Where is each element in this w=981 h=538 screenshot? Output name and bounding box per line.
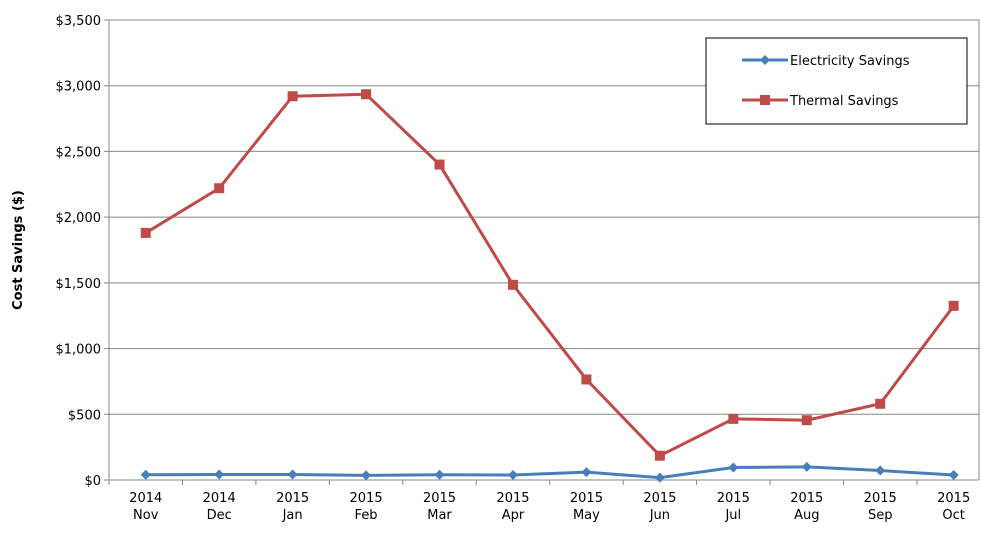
x-tick-label: 2015 [790, 491, 823, 506]
x-tick-label: Jun [649, 508, 670, 523]
x-tick-label: 2015 [643, 491, 676, 506]
point [287, 469, 298, 480]
point [581, 374, 592, 385]
point [654, 472, 665, 483]
point [287, 91, 298, 102]
y-axis-label: Cost Savings ($) [11, 190, 26, 310]
y-tick-label: $3,000 [56, 80, 102, 95]
x-tick-label: 2015 [864, 491, 897, 506]
point [728, 413, 739, 424]
point [214, 183, 225, 194]
point [434, 159, 445, 170]
point [654, 450, 665, 461]
x-tick-label: Nov [133, 508, 159, 523]
point [214, 469, 225, 480]
x-tick-label: 2015 [423, 491, 456, 506]
point [760, 55, 770, 65]
point [361, 89, 372, 100]
x-tick-label: Aug [794, 508, 819, 523]
point [507, 470, 518, 481]
point [875, 465, 886, 476]
x-tick-label: 2015 [350, 491, 383, 506]
y-tick-label: $500 [68, 408, 101, 423]
x-tick-label: 2015 [570, 491, 603, 506]
x-tick-label: 2015 [496, 491, 529, 506]
point [728, 462, 739, 473]
x-tick-label: Mar [427, 508, 452, 523]
point [760, 95, 770, 105]
point [507, 279, 518, 290]
point [140, 469, 151, 480]
point [875, 398, 886, 409]
y-tick-label: $3,500 [56, 14, 102, 29]
point [361, 470, 372, 481]
y-tick-label: $1,000 [56, 343, 102, 358]
x-tick-label: Feb [355, 508, 378, 523]
x-tick-label: Sep [868, 508, 893, 523]
point [801, 461, 812, 472]
line [145, 465, 954, 480]
x-tick-label: May [573, 508, 600, 523]
x-tick-label: Jul [724, 508, 741, 523]
x-tick-label: 2015 [717, 491, 750, 506]
y-tick-label: $0 [84, 474, 101, 489]
legend-label: Thermal Savings [789, 94, 899, 109]
x-tick-label: 2014 [203, 491, 236, 506]
y-tick-label: $2,000 [56, 211, 102, 226]
point [581, 467, 592, 478]
legend-label: Electricity Savings [790, 54, 910, 69]
point [140, 227, 151, 238]
x-tick-label: 2015 [276, 491, 309, 506]
x-tick-label: Oct [942, 508, 964, 523]
point [948, 470, 959, 481]
point [948, 300, 959, 311]
x-tick-label: 2014 [129, 491, 162, 506]
point [434, 469, 445, 480]
y-tick-label: $1,500 [56, 277, 102, 292]
line [144, 92, 955, 458]
x-tick-label: Jan [282, 508, 303, 523]
y-tick-label: $2,500 [56, 145, 102, 160]
x-tick-label: 2015 [937, 491, 970, 506]
legend-box [705, 37, 968, 125]
point [801, 415, 812, 426]
x-tick-label: Apr [502, 508, 525, 523]
x-tick-label: Dec [207, 508, 232, 523]
